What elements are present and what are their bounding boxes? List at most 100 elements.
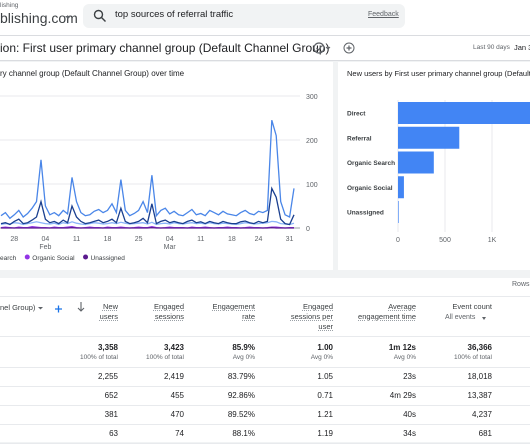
column-header-text[interactable]: New users: [100, 302, 118, 321]
cell: 0.71: [317, 391, 333, 400]
total-sub: 100% of total: [146, 354, 184, 361]
column-header-text[interactable]: Engagement rate: [212, 302, 255, 321]
report-icons[interactable]: [312, 41, 358, 55]
bar: [398, 152, 434, 174]
column-header-text: Event count: [452, 302, 492, 311]
x-tick-label: 28: [10, 236, 18, 243]
cell: 18,018: [468, 372, 492, 381]
legend-label: earch: [0, 255, 17, 262]
x-tick-label: 18: [104, 236, 112, 243]
column-header: Event count: [432, 302, 492, 312]
row-divider: [0, 386, 530, 387]
cell: 2,419: [164, 372, 184, 381]
row-divider: [0, 405, 530, 406]
category-label: Organic Social: [347, 185, 393, 192]
divider: [0, 336, 530, 337]
total-sub: 100% of total: [454, 354, 492, 361]
total-sub: Avg 0%: [233, 354, 255, 361]
column-header-text[interactable]: Engaged sessions: [154, 302, 184, 321]
bar: [398, 102, 530, 124]
column-header: Engaged sessions: [139, 302, 184, 322]
account-name: lishing: [0, 2, 18, 9]
event-filter[interactable]: All events: [445, 314, 475, 321]
chart-title: New users by First user primary channel …: [347, 69, 530, 78]
category-label: Organic Search: [347, 160, 395, 167]
cell: 681: [479, 429, 492, 438]
y-tick-label: 300: [306, 94, 318, 101]
chart-title: ry channel group (Default Channel Group)…: [0, 69, 185, 78]
x-tick-label: 18: [228, 236, 236, 243]
search-icon: [93, 9, 107, 23]
bar-chart: New users by First user primary channel …: [338, 62, 530, 270]
cell: 83.79%: [228, 372, 255, 381]
total-sub: Avg 0%: [394, 354, 416, 361]
x-tick-label: 31: [286, 236, 294, 243]
x-tick-label: 11: [197, 236, 204, 243]
cell: 23s: [403, 372, 416, 381]
x-tick-label: 24: [255, 236, 263, 243]
legend-label: Unassigned: [91, 255, 126, 262]
cell: 63: [109, 429, 118, 438]
total-value: 1.00: [317, 343, 333, 352]
date-range-label[interactable]: Last 90 days: [473, 44, 510, 51]
total-sub: 100% of total: [80, 354, 118, 361]
total-value: 3,358: [98, 343, 118, 352]
x-tick-label: 25: [135, 236, 143, 243]
total-value: 3,423: [164, 343, 184, 352]
cell: 92.86%: [228, 391, 255, 400]
feedback-link[interactable]: Feedback: [368, 11, 399, 18]
legend-dot: [83, 255, 88, 260]
dimension-header[interactable]: nel Group): [0, 303, 35, 312]
y-tick-label: 0: [306, 226, 310, 233]
total-value: 85.9%: [232, 343, 255, 352]
row-divider: [0, 367, 530, 368]
divider: [0, 296, 530, 297]
dropdown-icon[interactable]: [64, 15, 72, 21]
cell: 470: [171, 410, 184, 419]
bar: [398, 176, 404, 198]
category-label: Direct: [347, 111, 366, 118]
sort-icon[interactable]: [76, 301, 86, 313]
report-title: ion: First user primary channel group (D…: [0, 41, 329, 55]
x-tick-label: 0: [396, 237, 400, 244]
event-filter-caret: [482, 317, 486, 320]
cell: 88.1%: [232, 429, 255, 438]
y-tick-label: 200: [306, 138, 318, 145]
total-value: 1m 12s: [389, 343, 416, 352]
cell: 34s: [403, 429, 416, 438]
date-range[interactable]: Jan 3: [514, 43, 530, 52]
cell: 4,237: [472, 410, 492, 419]
cell: 1.21: [317, 410, 333, 419]
x-month-label: Feb: [39, 244, 51, 251]
category-label: Unassigned: [347, 210, 384, 217]
cell: 455: [171, 391, 184, 400]
bar: [398, 127, 459, 149]
cell: 381: [105, 410, 118, 419]
column-header-text[interactable]: Engaged sessions per user: [291, 302, 333, 331]
x-tick-label: 500: [439, 237, 451, 244]
x-tick-label: 1K: [488, 237, 497, 244]
category-label: Referral: [347, 135, 372, 142]
cell: 2,255: [98, 372, 118, 381]
column-header: Average engagement time: [354, 302, 416, 322]
bar: [398, 201, 399, 223]
cell: 1.05: [317, 372, 333, 381]
rows-label[interactable]: Rows: [512, 281, 530, 288]
row-divider: [0, 424, 530, 425]
x-tick-label: 04: [41, 236, 49, 243]
cell: 13,387: [468, 391, 492, 400]
column-header: New users: [90, 302, 118, 322]
column-header-text[interactable]: Average engagement time: [358, 302, 416, 321]
x-tick-label: 11: [73, 236, 80, 243]
header-icons[interactable]: [36, 303, 76, 315]
cell: 89.52%: [228, 410, 255, 419]
column-header: Engaged sessions per user: [279, 302, 333, 332]
cell: 74: [175, 429, 184, 438]
search-query[interactable]: top sources of referral traffic: [115, 9, 233, 20]
line-series: [1, 120, 294, 218]
cell: 652: [105, 391, 118, 400]
cell: 40s: [403, 410, 416, 419]
cell: 1.19: [317, 429, 333, 438]
total-value: 36,366: [468, 343, 492, 352]
x-month-label: Mar: [164, 244, 177, 251]
